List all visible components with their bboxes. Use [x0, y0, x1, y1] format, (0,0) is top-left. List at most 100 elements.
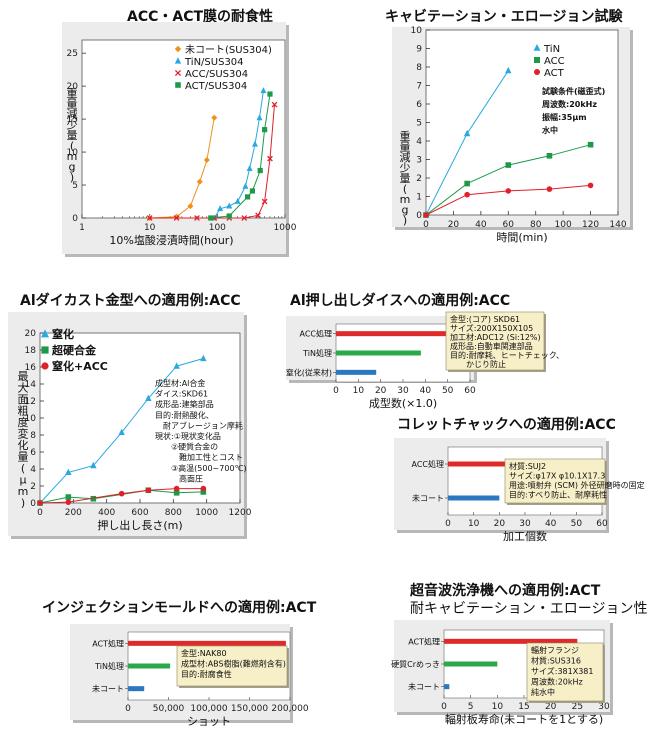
chart2-ytick-label: 4	[416, 137, 422, 147]
chart5-xlabel: 加工個数	[503, 530, 547, 543]
chart4-bar	[336, 331, 455, 337]
chart3-point	[173, 362, 180, 369]
chart2-plot-area	[425, 29, 619, 216]
chart6-xlabel: ショット	[187, 715, 231, 728]
chart1-point	[146, 215, 153, 221]
chart1-ylabel-char: m	[67, 150, 78, 163]
chart3-ytick-label: 14	[25, 380, 37, 390]
chart2-ytick-label: 10	[411, 26, 423, 36]
chart2-xtick-label: 20	[448, 220, 460, 230]
chart1-title: ACC・ACT膜の耐食性	[127, 9, 274, 25]
chart1-point	[249, 188, 256, 194]
chart3-note-line: 目的:耐熱酸化、	[155, 410, 214, 420]
chart2-ylabel-char: m	[400, 193, 411, 206]
chart3-xtick-label: 800	[165, 508, 182, 518]
chart1-legend-marker	[174, 57, 182, 64]
chart3-point	[200, 485, 207, 492]
chart2-xtick-label: 120	[582, 220, 599, 230]
chart3-note-line: ②硬質合金の	[155, 442, 218, 452]
chart7-category-label: ACT処理	[408, 636, 440, 646]
chart1-legend-marker	[174, 45, 182, 53]
chart2-note-line: 周波数:20kHz	[542, 99, 597, 109]
chart3-legend-marker	[41, 362, 49, 370]
chart1-ytick-label: 15	[67, 115, 78, 125]
chart2-legend-marker	[534, 57, 540, 63]
chart3-point	[200, 354, 207, 362]
chart2-ytick-label: 8	[416, 63, 422, 73]
chart1-ytick-label: 25	[67, 49, 78, 59]
chart3-note-line: 成形品:建築部品	[155, 399, 214, 409]
chart7-title: 超音波洗浄機への適用例:ACT	[410, 583, 601, 599]
chart1-legend-marker	[174, 69, 182, 77]
chart1-ylabel-char: g	[69, 161, 76, 174]
chart7-xtick-label: 5	[468, 702, 474, 712]
chart6-note-line: 金型:NAK80	[181, 648, 227, 658]
chart2-ytick-label: 5	[416, 119, 422, 129]
chart1-ytick-label: 20	[67, 82, 79, 92]
chart2-title: キャビテーション・エロージョン試験	[385, 9, 623, 25]
chart3-xtick-label: 200	[65, 508, 82, 518]
chart2-ylabel-char: 量	[400, 141, 411, 154]
chart5-note-line: 目的:すべり防止、耐摩耗性	[509, 490, 607, 500]
chart5-xtick-label: 10	[468, 519, 480, 529]
chart4-note-line: 成形品:自動車関連部品	[450, 341, 533, 351]
chart2-ylabel-char: g	[402, 204, 409, 217]
chart3-ylabel-char: 度	[18, 415, 29, 429]
chart2-xtick-label: 140	[609, 220, 626, 230]
chart1-point	[257, 167, 263, 174]
chart3-point	[65, 468, 72, 475]
chart7-note-line: 純水中	[531, 687, 555, 697]
chart1-point	[267, 155, 273, 162]
chart1-point	[203, 156, 210, 163]
chart2-xtick-label: 0	[423, 220, 429, 230]
chart2-ylabel-char: 少	[400, 162, 411, 175]
chart3-ytick-label: 6	[30, 448, 36, 458]
chart1-point	[256, 114, 263, 121]
chart4-note-line: 加工材:ADC12 (Si:12%)	[450, 332, 541, 342]
chart1-point	[244, 194, 251, 200]
chart5-xtick-label: 30	[519, 519, 531, 529]
chart3-xtick-label: 400	[98, 508, 115, 518]
chart3-ytick-label: 4	[30, 465, 36, 475]
chart3-ylabel-char: 粗	[18, 405, 29, 418]
chart3-point	[200, 489, 207, 495]
chart2-point	[423, 212, 429, 218]
chart1-point	[234, 197, 241, 204]
chart1-ylabel-char: 少	[67, 119, 78, 132]
chart1-ytick-label: 0	[72, 214, 78, 224]
chart2-note-line: 水中	[541, 125, 558, 135]
chart6-category-label: ACT処理	[92, 638, 124, 648]
chart1-plot-area	[81, 39, 286, 219]
chart3-ytick-label: 2	[30, 482, 36, 492]
chart3-note-line: ③高温(500~700℃)	[155, 463, 247, 473]
chart1-legend-label: TiN/SUS304	[184, 57, 244, 68]
chart1-ylabel-char: 重	[67, 86, 78, 100]
chart7-note-line: 周波数:20kHz	[531, 677, 583, 687]
chart7-xtick-label: 0	[441, 702, 447, 712]
chart2-xtick-label: 40	[475, 220, 487, 230]
chart3-title: Alダイカスト金型への適用例:ACC	[20, 293, 241, 309]
chart2-point	[505, 162, 512, 168]
chart3-point	[173, 490, 180, 496]
chart3-legend-label: 超硬合金	[51, 343, 97, 357]
chart1-point	[211, 114, 218, 121]
chart3-xtick-label: 0	[37, 508, 43, 518]
chart3-point	[90, 461, 97, 469]
chart2-ytick-label: 6	[416, 100, 422, 110]
chart5-xtick-label: 0	[445, 519, 451, 529]
chart2-legend-marker	[534, 69, 540, 75]
chart1-series-line-2	[149, 104, 275, 219]
chart4-bar	[336, 369, 377, 375]
chart3-ylabel-char: 変	[18, 427, 29, 441]
chart1-point	[173, 215, 180, 221]
chart3-ylabel-char: 量	[18, 451, 29, 464]
chart5-category-label: ACC処理	[411, 459, 444, 469]
chart3-note-line: 成型材:Al合金	[155, 378, 205, 388]
chart1-point	[255, 212, 261, 219]
chart4-xtick-label: 20	[375, 386, 387, 396]
chart2-xtick-label: 100	[555, 220, 572, 230]
chart5-title: コレットチャックへの適用例:ACC	[397, 417, 616, 433]
chart1-point	[242, 182, 249, 189]
chart5-xtick-label: 20	[494, 519, 506, 529]
chart7-note-line: 材質:SUS316	[531, 656, 581, 666]
